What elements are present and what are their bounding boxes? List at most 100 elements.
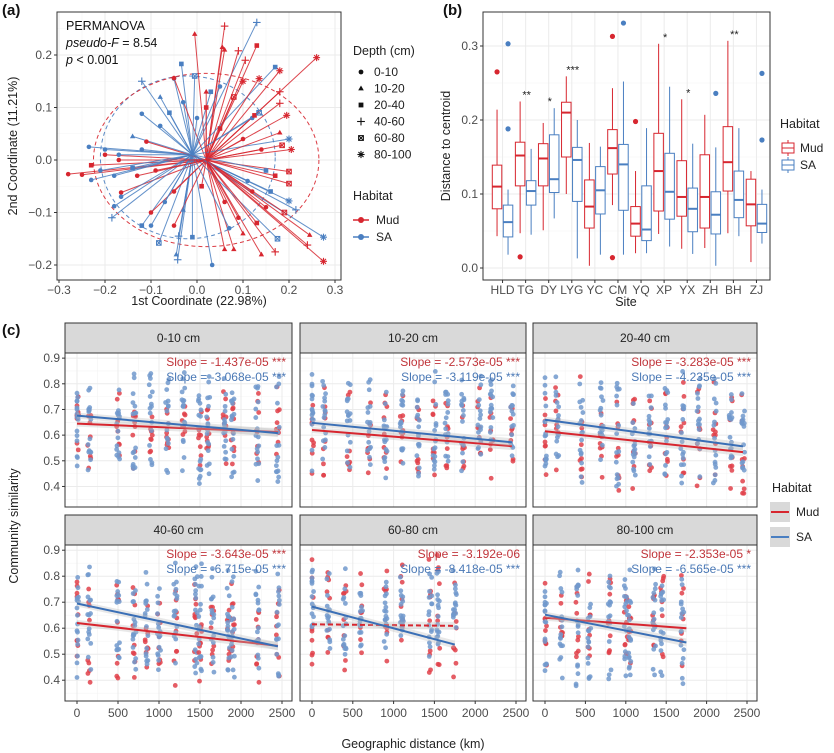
point-sa — [429, 593, 435, 599]
point-sa — [383, 645, 388, 651]
outlier-point — [620, 20, 627, 26]
permanova-pseudo-f: pseudo-F = 8.54 — [65, 36, 157, 50]
point-mud — [399, 562, 405, 568]
spider-line — [205, 159, 239, 218]
ray — [286, 198, 292, 204]
point-sa-circle — [88, 177, 94, 183]
fit-line-sa — [311, 421, 513, 444]
y-tick-label: 0.9 — [43, 351, 60, 365]
point-mud — [87, 617, 92, 623]
point-mud — [384, 658, 390, 664]
point-sa — [451, 612, 457, 618]
point-sa-circle — [194, 115, 200, 121]
fit-line-mud — [76, 622, 279, 647]
y-tick-label: 0.0 — [461, 261, 478, 275]
outlier-point — [517, 254, 523, 260]
spider-line — [205, 159, 244, 234]
spider-line — [180, 63, 193, 155]
point-sa — [231, 674, 237, 680]
point-sa — [173, 586, 179, 592]
facet-points — [309, 369, 516, 481]
spider-line — [182, 102, 193, 155]
point-sa — [210, 594, 216, 600]
slope-label-mud: Slope = -2.573e-05 *** — [400, 355, 520, 369]
point-sa — [156, 657, 162, 663]
point-sa — [322, 395, 327, 401]
box-iqr — [756, 203, 768, 233]
y-tick-label: 0.1 — [461, 187, 478, 201]
outlier-point — [632, 118, 639, 125]
point-sa — [587, 674, 593, 679]
y-tick-label: −0.2 — [28, 258, 52, 272]
point-sa — [558, 632, 564, 637]
slope-label-mud: Slope = -3.643e-05 *** — [166, 547, 286, 561]
point-sa — [575, 582, 581, 588]
point-sa — [225, 568, 231, 573]
point-sa — [597, 385, 603, 391]
box-sa-yx — [687, 143, 698, 254]
point-sa — [276, 672, 282, 678]
point-mud — [626, 604, 632, 610]
point-sa — [489, 377, 495, 383]
facet-points — [542, 369, 747, 496]
point-mud — [508, 416, 513, 422]
point-sa — [255, 600, 261, 606]
permanova-p-value: p < 0.001 — [65, 53, 119, 67]
point-sa — [659, 607, 665, 612]
point-mud — [542, 439, 548, 445]
point-mud-circle — [171, 189, 177, 194]
x2 — [281, 209, 288, 216]
point-sa — [115, 435, 121, 441]
point-sa — [228, 654, 234, 660]
point-sa — [478, 382, 484, 388]
point-sa — [193, 564, 199, 570]
legend-circle-icon — [358, 69, 364, 75]
point-sa-triangle — [157, 94, 163, 99]
point-sa — [74, 398, 80, 404]
point-sa — [694, 408, 700, 414]
point-sa — [398, 593, 404, 598]
point-sa — [171, 613, 177, 619]
x2 — [274, 236, 281, 242]
y-tick-label: 0.1 — [35, 101, 52, 115]
point-mud — [579, 425, 585, 431]
point-sa — [664, 438, 669, 444]
fit-line-sa — [76, 602, 279, 648]
point-sa — [341, 595, 347, 600]
spider-line — [206, 159, 276, 177]
point-sa — [85, 572, 91, 578]
point-sa — [652, 672, 657, 678]
point-sa — [230, 436, 236, 442]
point-sa — [274, 609, 280, 615]
point-sa — [429, 601, 435, 607]
point-sa — [452, 586, 458, 592]
point-mud — [274, 420, 280, 426]
point-sa — [255, 652, 261, 658]
point-sa — [211, 633, 217, 639]
point-sa — [116, 655, 122, 661]
point-sa — [155, 611, 160, 617]
point-mud — [197, 678, 202, 684]
point-sa — [255, 456, 260, 462]
panel-a-data — [65, 18, 327, 268]
point-sa — [680, 656, 686, 661]
point-sa — [358, 604, 364, 610]
legend-triangle-icon — [358, 85, 364, 91]
point-sa — [87, 598, 93, 603]
point-sa — [647, 421, 653, 426]
panel-c-legend-items: Mud SA — [770, 502, 819, 547]
point-sa — [626, 650, 632, 656]
box — [256, 109, 262, 116]
point-sa — [148, 401, 154, 407]
point-sa — [144, 607, 150, 612]
point-sa — [367, 462, 373, 467]
point-sa — [182, 385, 188, 391]
point-sa — [366, 429, 372, 434]
point-sa — [678, 629, 684, 634]
legend-plus-icon — [357, 117, 365, 126]
facet-strip — [64, 514, 293, 546]
point-sa — [398, 588, 404, 594]
point-sa — [426, 653, 432, 659]
box-iqr — [687, 187, 698, 233]
point-sa — [614, 483, 619, 489]
